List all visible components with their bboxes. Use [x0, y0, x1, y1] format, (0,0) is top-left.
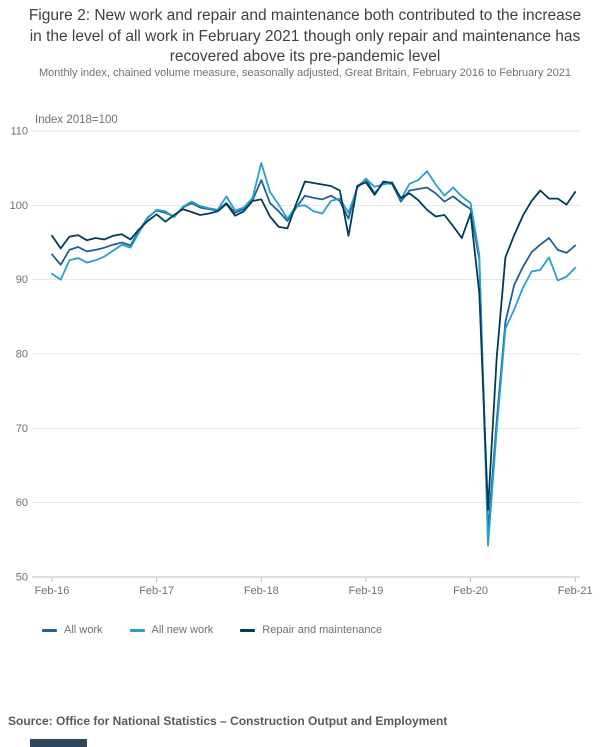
- x-axis-tick-label: Feb-19: [348, 585, 383, 597]
- all-work-line-swatch: [42, 628, 57, 632]
- x-axis-tick-label: Feb-20: [453, 585, 488, 597]
- series-line-all-new-work: [51, 162, 577, 547]
- x-axis-tick-label: Feb-21: [558, 585, 593, 597]
- x-axis-tick-label: Feb-18: [244, 585, 279, 597]
- legend-label-all-new-work: All new work: [151, 624, 214, 636]
- x-axis-tick-label: Feb-16: [35, 585, 70, 597]
- legend-item-repair-maintenance: Repair and maintenance: [240, 624, 382, 636]
- chart-subtitle: Monthly index, chained volume measure, s…: [39, 67, 571, 79]
- source-note: Source: Office for National Statistics –…: [8, 714, 448, 728]
- chart-title: Figure 2: New work and repair and mainte…: [28, 7, 582, 66]
- all-new-work-line-swatch: [129, 628, 145, 632]
- legend-label-repair-maintenance: Repair and maintenance: [262, 624, 383, 636]
- y-axis-tick-label: 60: [16, 497, 28, 509]
- legend-label-all-work: All work: [64, 624, 103, 636]
- y-axis-tick-label: 80: [16, 349, 28, 361]
- y-axis-tick-label: 90: [16, 274, 28, 286]
- y-axis-tick-label: 50: [16, 572, 28, 584]
- x-axis-tick-label: Feb-17: [139, 585, 174, 597]
- series-line-repair-and-maintenance: [51, 180, 577, 512]
- chart-legend: All work All new work Repair and mainten…: [42, 624, 382, 636]
- legend-item-all-new-work: All new work: [129, 624, 214, 636]
- cropped-footer-bar: [30, 739, 87, 747]
- legend-item-all-work: All work: [42, 624, 103, 636]
- axis-unit-label: Index 2018=100: [35, 114, 122, 126]
- repair-maintenance-line-swatch: [240, 628, 256, 632]
- y-axis-tick-label: 100: [10, 200, 28, 212]
- line-chart-plot-area: 50 60 70 80 90 100 110 Feb-16 Feb-17 Feb-18 Feb-19…: [10, 126, 593, 598]
- y-axis-tick-label: 110: [10, 126, 28, 138]
- y-axis-tick-label: 70: [16, 423, 28, 435]
